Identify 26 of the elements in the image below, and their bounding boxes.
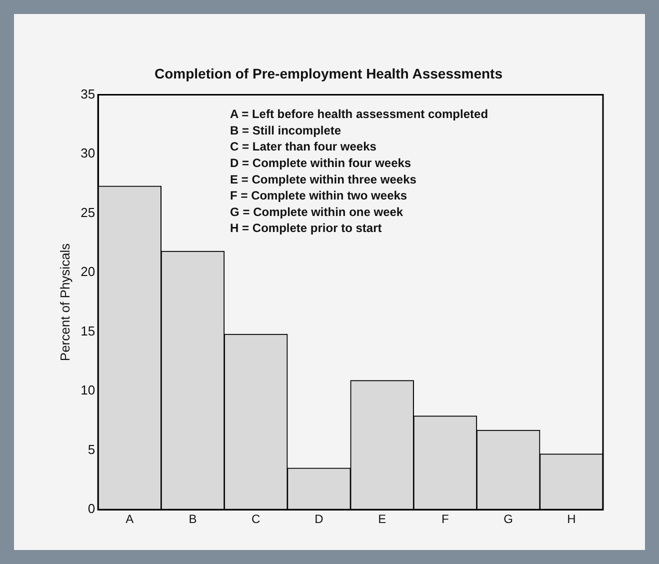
x-tick-label: D [314, 512, 324, 526]
x-tick-label: H [567, 512, 576, 526]
annotation: E = Complete within three weeks [230, 172, 417, 186]
x-tick-label: F [442, 512, 449, 526]
chart-title: Completion of Pre-employment Health Assessments [154, 65, 503, 82]
x-tick-label: C [252, 512, 261, 526]
x-tick-label: G [504, 512, 513, 526]
y-tick-label: 30 [80, 146, 96, 161]
annotation: C = Later than four weeks [230, 140, 377, 154]
y-tick-label: 35 [80, 86, 96, 102]
y-tick-label: 0 [88, 501, 96, 516]
annotation: D = Complete within four weeks [230, 156, 412, 170]
annotation: G = Complete within one week [230, 204, 404, 219]
annotation: F = Complete within two weeks [230, 188, 408, 203]
annotation: H = Complete prior to start [230, 221, 382, 236]
y-tick-label: 15 [80, 323, 96, 338]
x-tick-label: E [378, 512, 386, 526]
y-tick-label: 10 [80, 382, 96, 398]
y-tick-label: 25 [80, 204, 96, 220]
y-axis-title: Percent of Physicals [57, 242, 72, 362]
x-tick-label: A [126, 512, 134, 526]
annotation: A = Left before health assessment completed [230, 107, 488, 122]
y-tick-label: 5 [88, 442, 96, 457]
y-tick-label: 20 [80, 264, 96, 280]
annotation: B = Still incomplete [230, 123, 342, 138]
x-tick-label: B [188, 512, 197, 526]
